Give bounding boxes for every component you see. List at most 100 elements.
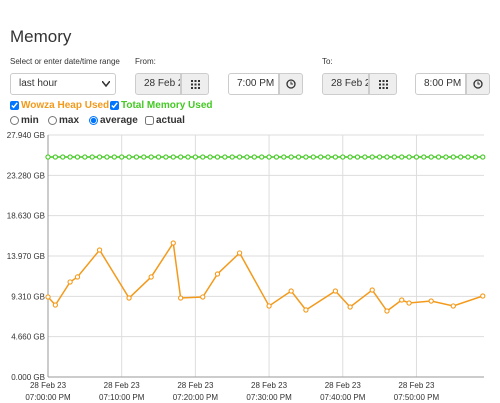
- point: [89, 154, 95, 160]
- point: [266, 154, 272, 160]
- point: [421, 154, 427, 160]
- point: [177, 154, 184, 160]
- calendar-icon: [190, 79, 200, 89]
- point: [354, 154, 361, 160]
- point: [332, 288, 339, 294]
- point: [82, 154, 88, 160]
- page-title: Memory: [10, 27, 72, 46]
- point: [450, 303, 456, 309]
- point: [376, 154, 383, 160]
- point: [244, 154, 250, 160]
- point: [435, 154, 442, 160]
- to-time-value: 8:00 PM: [424, 78, 462, 89]
- aggregate-label: average: [100, 115, 138, 126]
- point: [52, 154, 59, 160]
- checkbox[interactable]: [10, 101, 19, 110]
- to-date-value: 28 Feb 2: [331, 78, 369, 89]
- point: [200, 154, 206, 160]
- point: [148, 154, 154, 160]
- point: [399, 154, 405, 160]
- actual-label: actual: [156, 115, 185, 126]
- x-tick-label: 07:20:00 PM: [173, 393, 219, 402]
- point: [369, 154, 375, 160]
- point: [163, 154, 169, 160]
- aggregate-label: max: [59, 115, 80, 126]
- point: [200, 294, 206, 300]
- point: [133, 154, 140, 160]
- point: [259, 154, 265, 160]
- point: [480, 154, 486, 160]
- to-time[interactable]: 8:00 PM: [415, 73, 466, 95]
- point: [74, 154, 81, 160]
- from-clock-button[interactable]: [279, 73, 303, 95]
- aggregate-label: min: [21, 115, 39, 126]
- to-calendar-button[interactable]: [369, 73, 397, 95]
- aggregate-option[interactable]: max: [48, 115, 79, 126]
- from-time-value: 7:00 PM: [237, 78, 275, 89]
- point: [384, 308, 390, 314]
- point: [332, 154, 339, 160]
- point: [192, 154, 199, 160]
- clock-icon: [286, 79, 296, 89]
- point: [126, 295, 132, 301]
- from-date-value: 28 Feb 2: [144, 78, 181, 89]
- from-calendar-button[interactable]: [181, 73, 209, 95]
- series-toggle[interactable]: Total Memory Used: [110, 100, 213, 111]
- range-select[interactable]: last hour: [10, 73, 116, 95]
- y-tick-label: 0.000 GB: [11, 373, 45, 382]
- point: [170, 154, 176, 160]
- point: [428, 154, 434, 160]
- point: [413, 154, 420, 160]
- point: [303, 154, 309, 160]
- aggregate-option[interactable]: average: [89, 115, 138, 126]
- point: [214, 271, 221, 277]
- to-date[interactable]: 28 Feb 2: [322, 73, 369, 95]
- aggregate-option[interactable]: min: [10, 115, 39, 126]
- x-tick-label: 28 Feb 23: [30, 381, 67, 390]
- point: [229, 154, 235, 160]
- point: [67, 154, 73, 160]
- radio[interactable]: [48, 116, 57, 125]
- y-tick-label: 9.310 GB: [11, 292, 45, 301]
- calendar-icon: [378, 79, 388, 89]
- point: [347, 304, 353, 310]
- x-tick-label: 07:40:00 PM: [320, 393, 366, 402]
- x-tick-label: 28 Feb 23: [104, 381, 141, 390]
- point: [443, 154, 449, 160]
- from-date[interactable]: 28 Feb 2: [135, 73, 181, 95]
- series-toggle[interactable]: Wowza Heap Used: [10, 100, 109, 111]
- point: [399, 297, 405, 303]
- point: [236, 250, 243, 256]
- point: [45, 154, 51, 160]
- point: [406, 154, 412, 160]
- point: [288, 154, 294, 160]
- radio[interactable]: [10, 116, 19, 125]
- checkbox[interactable]: [145, 116, 154, 125]
- checkbox[interactable]: [110, 101, 119, 110]
- x-tick-label: 28 Feb 23: [398, 381, 435, 390]
- point: [347, 154, 353, 160]
- point: [148, 274, 154, 280]
- point: [391, 154, 397, 160]
- x-tick-label: 28 Feb 23: [325, 381, 362, 390]
- range-select-value: last hour: [19, 78, 58, 89]
- point: [369, 287, 375, 293]
- dropdown-arrow: [102, 81, 110, 87]
- actual-option[interactable]: actual: [145, 115, 185, 126]
- point: [45, 294, 51, 300]
- radio[interactable]: [89, 116, 98, 125]
- point: [384, 154, 390, 160]
- point: [266, 303, 272, 309]
- from-label: From:: [135, 57, 156, 66]
- point: [60, 154, 66, 160]
- point: [318, 154, 324, 160]
- point: [465, 154, 471, 160]
- point: [207, 154, 213, 160]
- to-clock-button[interactable]: [466, 73, 490, 95]
- point: [295, 154, 302, 160]
- y-tick-label: 13.970 GB: [7, 252, 45, 261]
- point: [236, 154, 243, 160]
- point: [74, 274, 81, 280]
- from-time[interactable]: 7:00 PM: [228, 73, 279, 95]
